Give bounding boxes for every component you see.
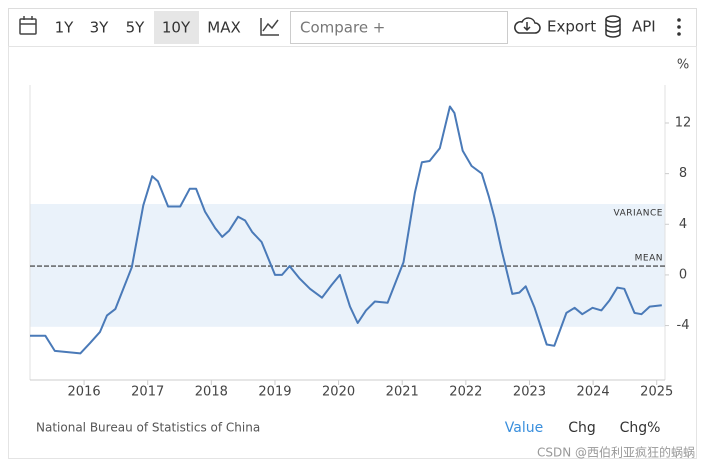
- range-button[interactable]: 10Y: [162, 19, 191, 37]
- calendar-icon[interactable]: [19, 16, 37, 35]
- export-button[interactable]: Export: [547, 18, 596, 36]
- mean-label: MEAN: [635, 254, 663, 264]
- variance-band: [30, 204, 665, 327]
- y-tick-label: 0: [679, 267, 687, 282]
- x-tick-label: 2020: [322, 385, 355, 400]
- x-tick-label: 2016: [68, 385, 101, 400]
- x-tick-label: 2021: [386, 385, 419, 400]
- data-line: [30, 105, 662, 355]
- x-tick-label: 2019: [258, 385, 291, 400]
- y-tick-label: 8: [679, 166, 687, 181]
- chart-type-icon[interactable]: [260, 18, 279, 36]
- plot: VARIANCE MEAN -4 0 4 8 12 2016 2017 2018 2019 2020 2…: [29, 85, 692, 400]
- api-button[interactable]: API: [632, 18, 656, 36]
- more-menu[interactable]: [677, 18, 681, 36]
- x-tick-label: 2024: [577, 385, 610, 400]
- range-button[interactable]: 5Y: [126, 19, 146, 37]
- variance-label: VARIANCE: [613, 209, 663, 219]
- active-range-bg: [154, 11, 199, 44]
- unit-label: %: [677, 58, 689, 73]
- range-button[interactable]: 3Y: [90, 19, 110, 37]
- compare-input[interactable]: [290, 11, 508, 44]
- y-tick-label: 4: [679, 217, 687, 232]
- compare-placeholder: Compare +: [300, 19, 385, 37]
- source: National Bureau of Statistics of China: [36, 421, 260, 435]
- x-tick-label: 2022: [449, 385, 482, 400]
- api-icon[interactable]: [605, 15, 621, 38]
- x-tick-label: 2018: [195, 385, 228, 400]
- range-button[interactable]: MAX: [207, 19, 240, 37]
- tab[interactable]: Chg%: [620, 420, 661, 436]
- watermark: CSDN @西伯利亚疯狂的蜗蜗: [537, 445, 695, 460]
- chart-frame: [8, 46, 697, 459]
- x-tick-label: 2017: [131, 385, 164, 400]
- y-tick-label: 12: [675, 115, 692, 130]
- x-tick-label: 2025: [640, 385, 673, 400]
- range-button[interactable]: 1Y: [55, 19, 75, 37]
- export-icon[interactable]: [514, 17, 541, 34]
- tab[interactable]: Value: [505, 420, 543, 436]
- x-tick-label: 2023: [513, 385, 546, 400]
- y-tick-label: -4: [677, 318, 690, 333]
- tab[interactable]: Chg: [568, 420, 596, 436]
